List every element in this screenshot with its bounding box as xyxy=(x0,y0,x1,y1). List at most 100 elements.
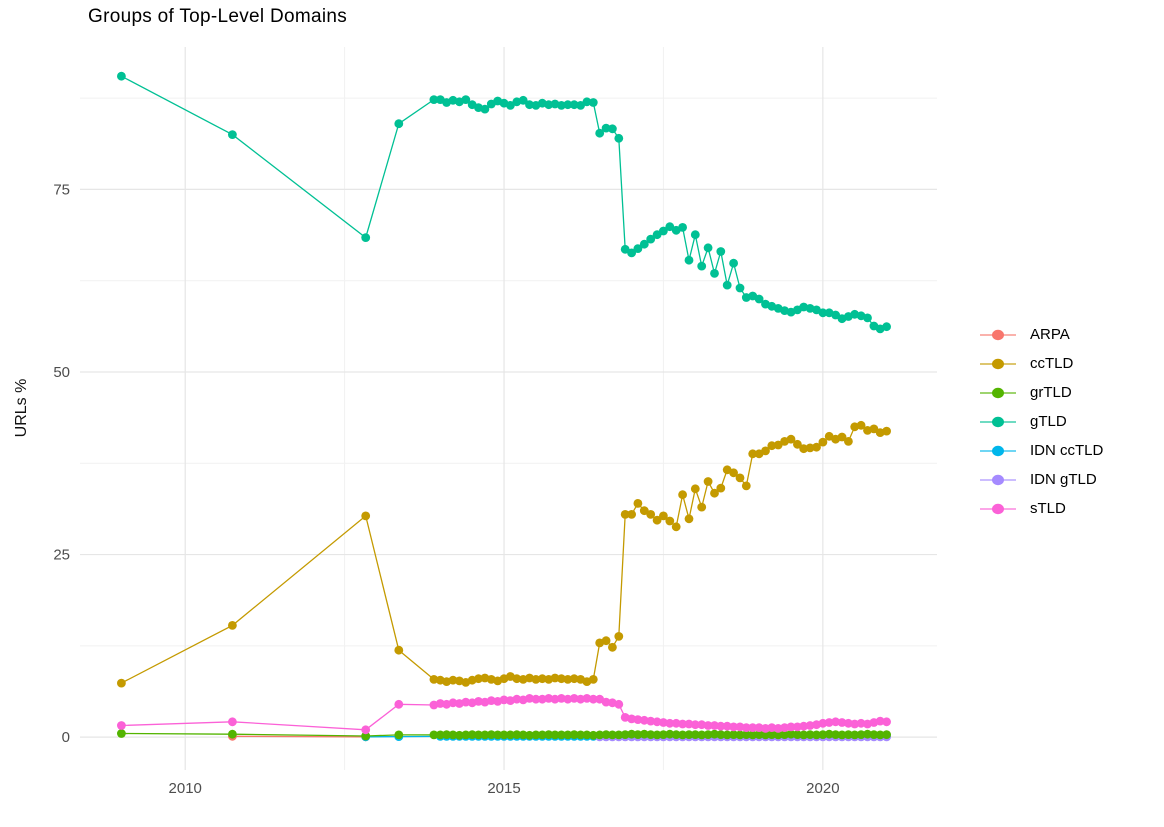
data-point-grTLD xyxy=(831,730,840,739)
data-point-gTLD xyxy=(620,244,630,254)
data-point-sTLD xyxy=(537,694,547,704)
data-point-gTLD xyxy=(639,239,649,249)
legend-label-grtld: grTLD xyxy=(1030,384,1072,401)
data-point-ccTLD xyxy=(394,645,404,655)
data-point-gTLD xyxy=(582,97,592,107)
data-point-grTLD xyxy=(639,729,649,739)
data-point-ccTLD xyxy=(474,674,483,684)
data-point-gTLD xyxy=(608,124,617,134)
data-point-ccTLD xyxy=(716,483,726,493)
data-point-grTLD xyxy=(786,729,796,739)
legend-item-grtld: grTLD xyxy=(978,378,1103,407)
legend-label-arpa: ARPA xyxy=(1030,326,1070,343)
data-point-sTLD xyxy=(786,722,796,732)
data-point-grTLD xyxy=(394,730,404,740)
data-point-gTLD xyxy=(506,101,515,110)
data-point-grTLD xyxy=(780,730,789,739)
data-point-sTLD xyxy=(665,718,675,728)
data-point-ccTLD xyxy=(690,484,700,494)
data-point-sTLD xyxy=(882,717,891,727)
data-point-grTLD xyxy=(850,730,860,740)
legend-item-gtld: gTLD xyxy=(978,407,1103,436)
data-point-grTLD xyxy=(557,730,566,740)
data-point-sTLD xyxy=(754,723,764,732)
data-point-ccTLD xyxy=(512,674,522,684)
data-point-sTLD xyxy=(499,695,509,705)
data-point-ccTLD xyxy=(761,446,770,456)
data-point-ccTLD xyxy=(767,441,777,451)
data-point-gTLD xyxy=(863,313,872,323)
data-point-grTLD xyxy=(748,730,758,740)
legend-label-cctld: ccTLD xyxy=(1030,355,1074,372)
data-point-grTLD xyxy=(563,730,573,740)
data-point-sTLD xyxy=(557,694,566,703)
data-point-ccTLD xyxy=(684,514,694,524)
data-point-grTLD xyxy=(793,730,802,739)
data-point-gTLD xyxy=(588,98,598,107)
data-point-grTLD xyxy=(856,730,866,739)
data-point-grTLD xyxy=(741,730,751,739)
data-point-sTLD xyxy=(582,694,592,703)
data-point-grTLD xyxy=(486,730,496,739)
data-point-ccTLD xyxy=(844,437,853,446)
data-point-gTLD xyxy=(678,223,687,232)
data-point-sTLD xyxy=(837,718,847,727)
data-point-ccTLD xyxy=(697,502,707,512)
data-point-sTLD xyxy=(474,697,483,706)
data-point-grTLD xyxy=(608,730,617,740)
data-point-ccTLD xyxy=(882,426,891,436)
y-tick-label: 75 xyxy=(53,181,70,198)
data-point-sTLD xyxy=(773,724,783,733)
data-point-gTLD xyxy=(525,100,534,110)
data-point-grTLD xyxy=(710,729,719,739)
data-point-sTLD xyxy=(525,694,534,703)
legend-key-grtld-icon xyxy=(980,387,1016,398)
data-point-grTLD xyxy=(361,731,371,741)
data-point-grTLD xyxy=(716,730,726,739)
data-point-gTLD xyxy=(665,222,675,232)
data-point-ccTLD xyxy=(710,488,719,498)
data-point-grTLD xyxy=(799,730,809,740)
data-point-ccTLD xyxy=(537,674,547,684)
series-line-ARPA xyxy=(232,735,366,738)
data-point-grTLD xyxy=(537,730,547,740)
y-tick-label: 0 xyxy=(62,729,70,746)
data-point-grTLD xyxy=(761,730,770,740)
data-point-grTLD xyxy=(576,730,585,740)
data-point-grTLD xyxy=(620,730,630,739)
data-point-sTLD xyxy=(716,721,726,731)
data-point-grTLD xyxy=(773,730,783,740)
data-point-grTLD xyxy=(665,729,675,739)
data-point-ccTLD xyxy=(633,499,643,508)
data-point-ccTLD xyxy=(735,473,745,483)
data-point-sTLD xyxy=(780,723,789,732)
legend-label-idn-gtld: IDN gTLD xyxy=(1030,471,1097,488)
data-point-grTLD xyxy=(550,730,560,740)
data-point-sTLD xyxy=(550,694,560,704)
data-point-ccTLD xyxy=(786,434,796,444)
data-point-ccTLD xyxy=(620,510,630,519)
data-point-grTLD xyxy=(646,730,656,739)
data-point-ccTLD xyxy=(614,632,624,641)
data-point-gTLD xyxy=(690,230,700,240)
data-point-grTLD xyxy=(480,730,490,740)
data-point-ccTLD xyxy=(627,510,636,519)
data-point-sTLD xyxy=(722,721,732,731)
legend-key-gtld-icon xyxy=(980,416,1016,427)
data-point-grTLD xyxy=(461,730,471,740)
data-point-grTLD xyxy=(448,730,458,740)
data-point-grTLD xyxy=(627,729,636,739)
data-point-gTLD xyxy=(595,128,605,138)
legend-label-gtld: gTLD xyxy=(1030,413,1067,430)
data-point-grTLD xyxy=(882,730,891,739)
data-point-ccTLD xyxy=(228,621,237,630)
data-point-ccTLD xyxy=(659,511,668,521)
legend-item-idn-gtld: IDN gTLD xyxy=(978,465,1103,494)
data-point-ccTLD xyxy=(608,642,617,652)
y-tick-label: 25 xyxy=(53,547,70,564)
data-point-gTLD xyxy=(735,283,745,293)
data-point-gTLD xyxy=(518,95,528,105)
data-point-ccTLD xyxy=(856,420,866,430)
data-point-grTLD xyxy=(678,730,687,740)
